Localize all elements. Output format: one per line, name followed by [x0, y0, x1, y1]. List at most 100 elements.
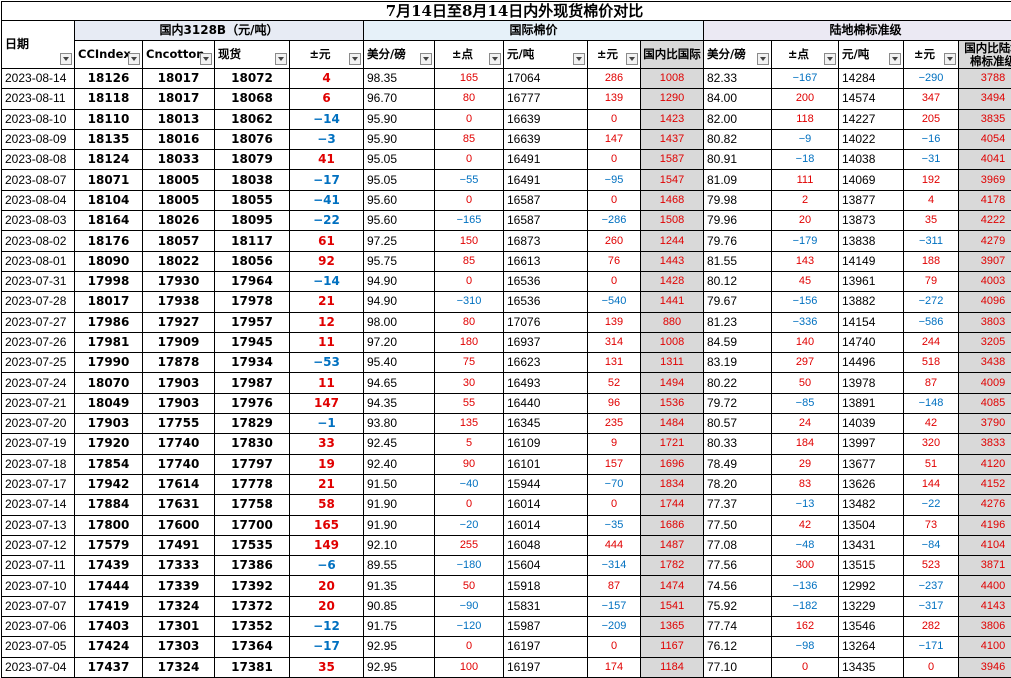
cell-spot[interactable]: 18079	[215, 150, 290, 170]
cell-intl-yuan-change[interactable]: −209	[588, 617, 641, 637]
cell-intl-cents-per-lb[interactable]: 94.90	[364, 271, 435, 291]
cell-domestic-change[interactable]: 149	[290, 535, 364, 555]
filter-dropdown-icon[interactable]	[420, 53, 432, 65]
cell-land-yuan-change[interactable]: 523	[904, 556, 959, 576]
cell-land-points-change[interactable]: 184	[772, 434, 839, 454]
cell-land-yuan-change[interactable]: 0	[904, 657, 959, 677]
cell-land-yuan-per-ton[interactable]: 13264	[839, 637, 904, 657]
cell-domestic-vs-intl[interactable]: 1834	[641, 474, 704, 494]
cell-land-yuan-change[interactable]: 188	[904, 251, 959, 271]
cell-land-yuan-per-ton[interactable]: 13504	[839, 515, 904, 535]
cell-date[interactable]: 2023-07-20	[2, 414, 75, 434]
cell-intl-yuan-change[interactable]: 96	[588, 393, 641, 413]
cell-land-points-change[interactable]: 0	[772, 657, 839, 677]
cell-land-yuan-per-ton[interactable]: 14039	[839, 414, 904, 434]
cell-land-yuan-per-ton[interactable]: 13626	[839, 474, 904, 494]
cell-land-cents-per-lb[interactable]: 80.22	[704, 373, 772, 393]
cell-ccindex[interactable]: 17854	[75, 454, 143, 474]
cell-intl-yuan-change[interactable]: 87	[588, 576, 641, 596]
cell-domestic-change[interactable]: −22	[290, 211, 364, 231]
cell-land-yuan-change[interactable]: −148	[904, 393, 959, 413]
cell-intl-cents-per-lb[interactable]: 95.05	[364, 170, 435, 190]
cell-cncotton[interactable]: 18026	[143, 211, 215, 231]
cell-spot[interactable]: 18056	[215, 251, 290, 271]
cell-date[interactable]: 2023-07-04	[2, 657, 75, 677]
cell-ccindex[interactable]: 18017	[75, 292, 143, 312]
cell-land-yuan-per-ton[interactable]: 13873	[839, 211, 904, 231]
cell-intl-yuan-per-ton[interactable]: 16493	[504, 373, 588, 393]
cell-intl-cents-per-lb[interactable]: 89.55	[364, 556, 435, 576]
cell-date[interactable]: 2023-07-05	[2, 637, 75, 657]
cell-cncotton[interactable]: 18017	[143, 89, 215, 109]
filter-dropdown-icon[interactable]	[757, 53, 769, 65]
cell-land-yuan-per-ton[interactable]: 13482	[839, 495, 904, 515]
cell-land-points-change[interactable]: −13	[772, 495, 839, 515]
cell-land-yuan-per-ton[interactable]: 13961	[839, 271, 904, 291]
cell-intl-yuan-change[interactable]: −157	[588, 596, 641, 616]
cell-date[interactable]: 2023-07-07	[2, 596, 75, 616]
cell-domestic-vs-land[interactable]: 3871	[959, 556, 1011, 576]
cell-land-cents-per-lb[interactable]: 79.72	[704, 393, 772, 413]
cell-domestic-change[interactable]: 35	[290, 657, 364, 677]
cell-intl-cents-per-lb[interactable]: 95.90	[364, 129, 435, 149]
cell-intl-points-change[interactable]: 75	[435, 353, 504, 373]
cell-domestic-vs-land[interactable]: 3790	[959, 414, 1011, 434]
cell-spot[interactable]: 18076	[215, 129, 290, 149]
cell-spot[interactable]: 17364	[215, 637, 290, 657]
cell-domestic-vs-land[interactable]: 3907	[959, 251, 1011, 271]
cell-intl-yuan-change[interactable]: 76	[588, 251, 641, 271]
cell-land-points-change[interactable]: 143	[772, 251, 839, 271]
cell-domestic-change[interactable]: 41	[290, 150, 364, 170]
cell-spot[interactable]: 17934	[215, 353, 290, 373]
cell-intl-yuan-change[interactable]: 52	[588, 373, 641, 393]
cell-domestic-vs-land[interactable]: 4196	[959, 515, 1011, 535]
cell-land-yuan-change[interactable]: −272	[904, 292, 959, 312]
cell-domestic-vs-intl[interactable]: 1441	[641, 292, 704, 312]
cell-domestic-vs-land[interactable]: 4120	[959, 454, 1011, 474]
cell-cncotton[interactable]: 17301	[143, 617, 215, 637]
cell-date[interactable]: 2023-07-06	[2, 617, 75, 637]
cell-spot[interactable]: 17535	[215, 535, 290, 555]
cell-date[interactable]: 2023-08-10	[2, 109, 75, 129]
cell-intl-cents-per-lb[interactable]: 95.60	[364, 190, 435, 210]
cell-land-yuan-change[interactable]: 282	[904, 617, 959, 637]
cell-domestic-vs-intl[interactable]: 1696	[641, 454, 704, 474]
cell-land-points-change[interactable]: −167	[772, 69, 839, 89]
cell-cncotton[interactable]: 17903	[143, 393, 215, 413]
cell-land-yuan-per-ton[interactable]: 13546	[839, 617, 904, 637]
filter-dropdown-icon[interactable]	[889, 53, 901, 65]
cell-domestic-vs-land[interactable]: 4041	[959, 150, 1011, 170]
cell-ccindex[interactable]: 17990	[75, 353, 143, 373]
cell-domestic-vs-intl[interactable]: 1008	[641, 332, 704, 352]
cell-domestic-change[interactable]: 147	[290, 393, 364, 413]
cell-land-cents-per-lb[interactable]: 82.33	[704, 69, 772, 89]
cell-domestic-change[interactable]: 20	[290, 576, 364, 596]
cell-intl-yuan-change[interactable]: 0	[588, 271, 641, 291]
cell-land-yuan-change[interactable]: −22	[904, 495, 959, 515]
cell-land-yuan-change[interactable]: 87	[904, 373, 959, 393]
cell-land-cents-per-lb[interactable]: 80.57	[704, 414, 772, 434]
cell-intl-cents-per-lb[interactable]: 92.45	[364, 434, 435, 454]
cell-intl-points-change[interactable]: 255	[435, 535, 504, 555]
cell-domestic-change[interactable]: −14	[290, 271, 364, 291]
cell-intl-cents-per-lb[interactable]: 98.35	[364, 69, 435, 89]
cell-spot[interactable]: 17372	[215, 596, 290, 616]
cell-land-yuan-per-ton[interactable]: 12992	[839, 576, 904, 596]
cell-domestic-change[interactable]: −17	[290, 637, 364, 657]
cell-intl-yuan-per-ton[interactable]: 16587	[504, 211, 588, 231]
cell-domestic-change[interactable]: −6	[290, 556, 364, 576]
cell-land-cents-per-lb[interactable]: 80.82	[704, 129, 772, 149]
cell-domestic-change[interactable]: 6	[290, 89, 364, 109]
cell-ccindex[interactable]: 17424	[75, 637, 143, 657]
cell-intl-cents-per-lb[interactable]: 95.40	[364, 353, 435, 373]
header-spot[interactable]: 现货	[215, 41, 290, 69]
cell-land-points-change[interactable]: 45	[772, 271, 839, 291]
cell-date[interactable]: 2023-07-21	[2, 393, 75, 413]
cell-intl-yuan-per-ton[interactable]: 16587	[504, 190, 588, 210]
cell-domestic-vs-land[interactable]: 3835	[959, 109, 1011, 129]
cell-domestic-vs-intl[interactable]: 1423	[641, 109, 704, 129]
cell-intl-cents-per-lb[interactable]: 91.50	[364, 474, 435, 494]
cell-land-yuan-per-ton[interactable]: 14740	[839, 332, 904, 352]
cell-land-yuan-per-ton[interactable]: 14227	[839, 109, 904, 129]
cell-intl-yuan-change[interactable]: −70	[588, 474, 641, 494]
